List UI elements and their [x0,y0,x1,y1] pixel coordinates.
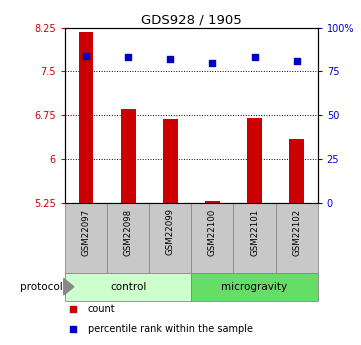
Point [168,56,173,62]
Bar [107,203,149,273]
Text: microgravity: microgravity [221,282,288,292]
Point [70,326,75,332]
Text: GSM22098: GSM22098 [124,208,132,256]
Bar [205,201,220,203]
Bar [234,203,275,273]
Text: GSM22099: GSM22099 [166,208,175,256]
Text: GSM22100: GSM22100 [208,208,217,256]
Point [294,58,300,64]
Point [252,55,257,60]
Text: count: count [88,304,116,314]
Title: GDS928 / 1905: GDS928 / 1905 [141,13,242,27]
Text: GSM22097: GSM22097 [82,208,91,256]
Bar [191,273,318,300]
Bar [191,203,234,273]
Point [125,55,131,60]
Polygon shape [64,278,74,295]
Bar [65,273,191,300]
Bar [149,203,191,273]
Text: control: control [110,282,146,292]
Bar [289,139,304,203]
Bar [65,203,107,273]
Bar [163,119,178,203]
Bar [121,109,135,203]
Point [83,53,89,58]
Bar [247,118,262,203]
Bar [275,203,318,273]
Point [70,306,75,312]
Text: percentile rank within the sample: percentile rank within the sample [88,324,253,334]
Bar [79,32,93,203]
Text: GSM22101: GSM22101 [250,208,259,256]
Text: protocol: protocol [20,282,62,292]
Text: GSM22102: GSM22102 [292,208,301,256]
Point [209,60,215,66]
